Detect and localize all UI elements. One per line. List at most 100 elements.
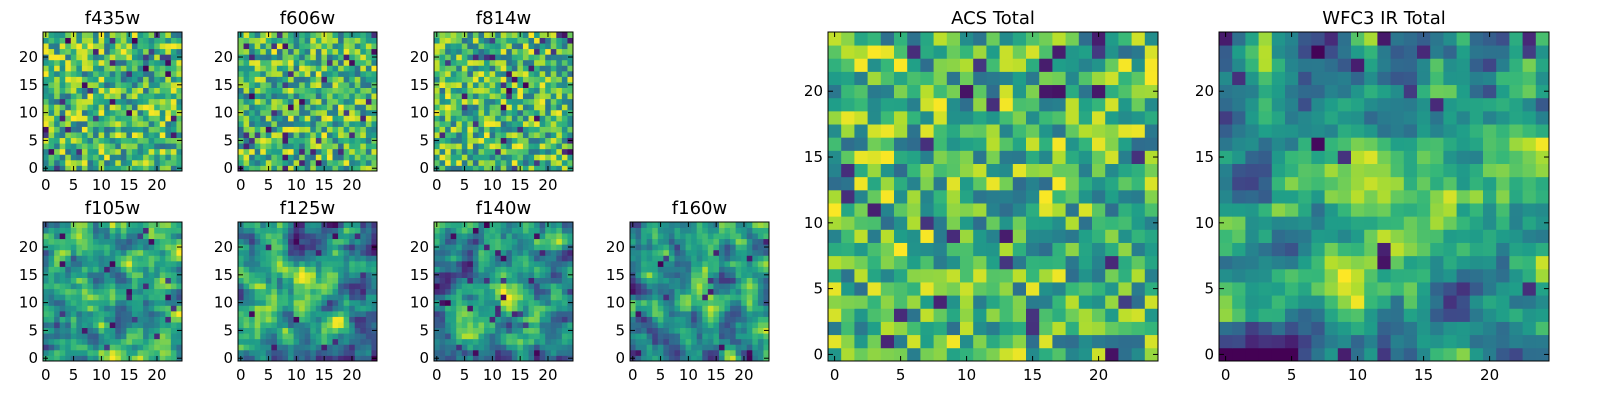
heatmap-cell [880, 308, 895, 322]
heatmap-cell [299, 70, 306, 77]
heatmap-cell [1065, 282, 1080, 296]
heatmap-cell [663, 310, 670, 317]
heatmap-cell [657, 305, 664, 312]
heatmap-cell [143, 333, 150, 340]
heatmap-cell [81, 93, 88, 100]
heatmap-cell [315, 244, 322, 251]
heatmap-cell [730, 349, 737, 356]
heatmap-cell [522, 277, 529, 284]
heatmap-cell [702, 355, 709, 362]
heatmap-cell [450, 349, 457, 356]
heatmap-cell [434, 344, 440, 351]
heatmap-cell [657, 238, 664, 245]
heatmap-cell [288, 322, 294, 329]
heatmap-cell [561, 355, 568, 362]
heatmap-cell [282, 272, 289, 278]
heatmap-cell [439, 355, 446, 362]
heatmap-cell [349, 37, 356, 44]
heatmap-cell [478, 327, 485, 334]
heatmap-cell [315, 109, 322, 116]
heatmap-cell [260, 154, 267, 161]
heatmap-cell [299, 327, 306, 334]
heatmap-cell [321, 143, 328, 150]
heatmap-cell [349, 70, 356, 77]
heatmap-cell [730, 233, 737, 240]
heatmap-cell [282, 37, 289, 44]
heatmap-cell [960, 347, 974, 362]
heatmap-cell [293, 344, 300, 351]
heatmap-cell [495, 294, 502, 301]
y-tick-label: 15 [606, 266, 625, 284]
heatmap-cell [561, 283, 568, 290]
heatmap-cell [288, 349, 294, 356]
heatmap-cell [652, 305, 659, 312]
heatmap-cell [630, 288, 636, 295]
heatmap-cell [528, 137, 535, 144]
heatmap-cell [115, 227, 122, 234]
heatmap-cell [265, 137, 272, 144]
heatmap-cell [304, 333, 311, 340]
heatmap-cell [243, 316, 250, 323]
heatmap-cell [276, 227, 283, 234]
heatmap-cell [550, 322, 557, 329]
heatmap-cell [439, 349, 446, 356]
heatmap-cell [126, 143, 133, 150]
heatmap-cell [304, 126, 311, 133]
heatmap-cell [567, 37, 574, 44]
heatmap-cell [680, 294, 686, 301]
heatmap-cell [506, 165, 513, 172]
heatmap-cell [635, 277, 642, 284]
heatmap-cell [371, 48, 378, 55]
heatmap-cell [354, 32, 361, 38]
heatmap-cell [170, 70, 177, 77]
heatmap-cell [304, 255, 311, 262]
heatmap-cell [534, 283, 541, 290]
heatmap-cell [265, 299, 272, 306]
heatmap-cell [478, 132, 485, 139]
heatmap-cell [159, 327, 166, 334]
heatmap-cell [360, 316, 367, 323]
heatmap-cell [472, 277, 479, 284]
heatmap-cell [973, 255, 987, 270]
heatmap-cell [109, 327, 116, 334]
heatmap-cell [126, 338, 133, 345]
heatmap-cell [867, 347, 882, 362]
heatmap-cell [48, 59, 55, 66]
heatmap-cell [332, 154, 339, 161]
heatmap-cell [757, 233, 764, 240]
heatmap-cell [59, 299, 66, 306]
heatmap-cell [98, 272, 105, 278]
heatmap-cell [260, 333, 267, 340]
heatmap-cell [54, 93, 61, 100]
heatmap-cell [265, 87, 272, 94]
heatmap-cell [517, 238, 524, 245]
heatmap-cell [115, 143, 122, 150]
heatmap-cell [434, 316, 440, 323]
heatmap-cell [360, 233, 367, 240]
heatmap-cell [310, 126, 317, 133]
x-tick-label: 20 [538, 176, 557, 194]
heatmap-cell [170, 322, 177, 329]
heatmap-cell [143, 126, 150, 133]
heatmap-cell [360, 32, 367, 38]
heatmap-cell [522, 272, 529, 278]
heatmap-cell [561, 238, 568, 245]
heatmap-cell [999, 334, 1014, 349]
heatmap-cell [730, 355, 737, 362]
heatmap-cell [522, 70, 529, 77]
heatmap-cell [506, 355, 513, 362]
heatmap-cell [260, 283, 267, 290]
heatmap-cell [500, 98, 507, 105]
heatmap-cell [326, 349, 333, 356]
heatmap-cell [445, 93, 452, 100]
heatmap-cell [81, 87, 88, 94]
heatmap-cell [81, 310, 88, 317]
heatmap-cell [545, 349, 552, 356]
heatmap-cell [137, 222, 144, 228]
heatmap-cell [484, 333, 490, 340]
heatmap-cell [550, 294, 557, 301]
heatmap-cell [293, 82, 300, 88]
heatmap-cell [1026, 347, 1040, 362]
heatmap-cell [310, 143, 317, 150]
